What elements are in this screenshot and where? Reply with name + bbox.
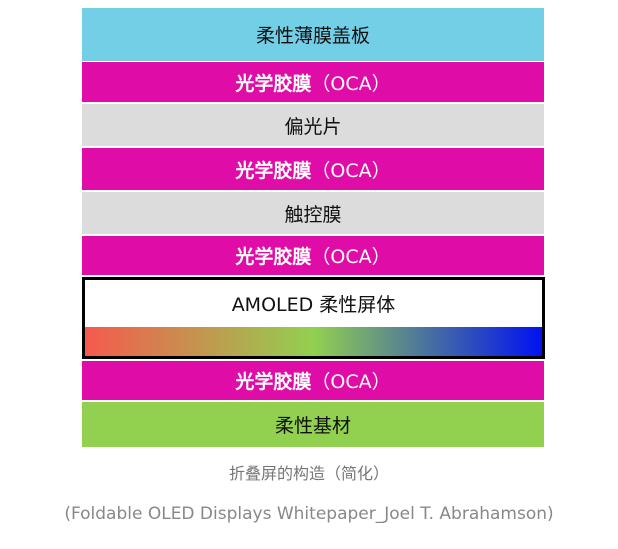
oca-label: 光学胶膜 [235, 246, 312, 268]
oca-abbr: （OCA） [311, 72, 391, 95]
amoled-gradient-bar [85, 327, 542, 356]
layer-oca-3: 光学胶膜 （OCA） [82, 236, 544, 275]
oca-label: 光学胶膜 [235, 371, 312, 393]
source-note: (Foldable OLED Displays Whitepaper_Joel … [64, 504, 554, 524]
layer-oca-1: 光学胶膜 （OCA） [82, 62, 544, 102]
oca-abbr: （OCA） [311, 159, 391, 182]
layer-cover-film: 柔性薄膜盖板 [82, 8, 544, 61]
oca-abbr: （OCA） [311, 371, 391, 393]
caption: 折叠屏的构造（简化） [228, 464, 389, 483]
layer-flexible-substrate: 柔性基材 [82, 402, 544, 447]
layer-oca-4: 光学胶膜 （OCA） [82, 361, 544, 400]
amoled-label: AMOLED 柔性屏体 [231, 293, 396, 316]
layer-touch-film: 触控膜 [82, 192, 544, 234]
oca-label: 光学胶膜 [235, 72, 312, 95]
layer-oca-2: 光学胶膜 （OCA） [82, 148, 544, 190]
oca-abbr: （OCA） [311, 246, 391, 268]
oca-label: 光学胶膜 [235, 159, 312, 182]
layer-polarizer: 偏光片 [82, 104, 544, 146]
layer-amoled-panel: AMOLED 柔性屏体 [82, 277, 545, 359]
